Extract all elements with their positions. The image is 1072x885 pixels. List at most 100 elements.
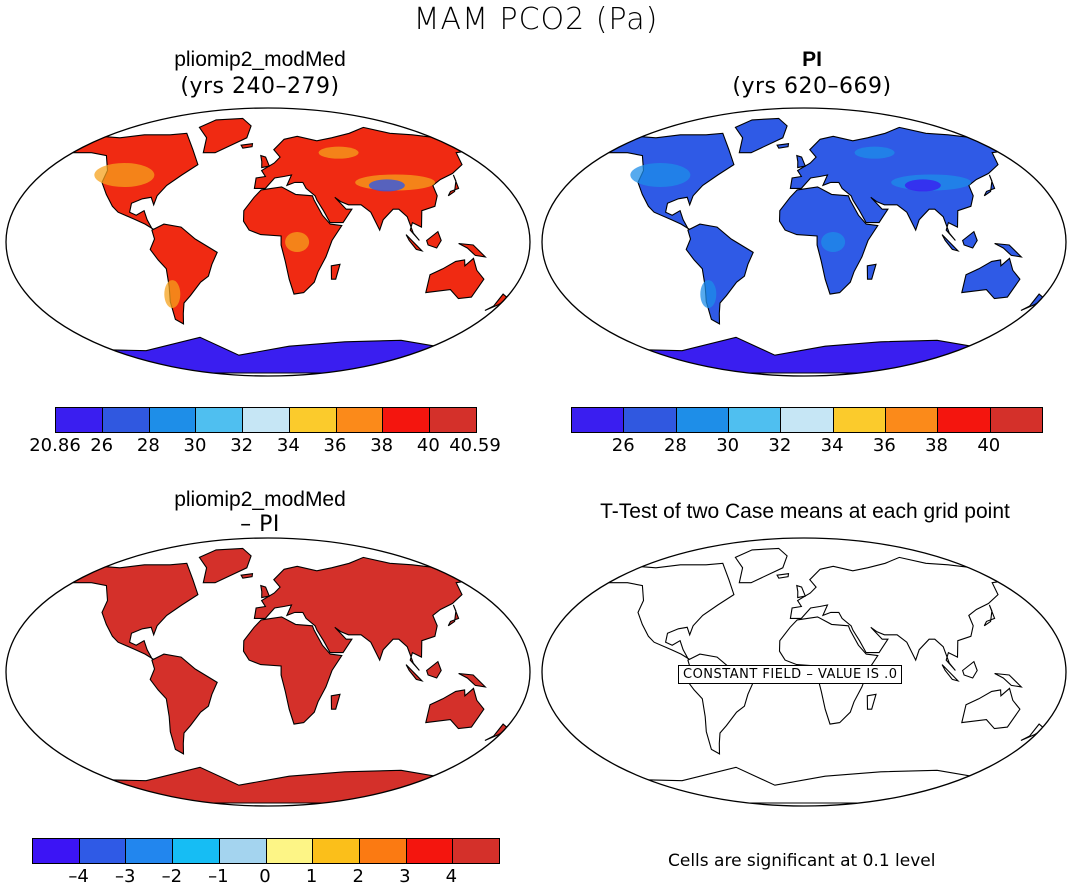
landmass-australia bbox=[425, 257, 485, 300]
landmass-iceland bbox=[776, 573, 790, 579]
colorbar-swatch bbox=[33, 839, 80, 863]
colorbar-swatch bbox=[219, 839, 267, 863]
colorbar-swatch bbox=[313, 839, 360, 863]
colorbar-tick-label: 32 bbox=[768, 435, 792, 456]
colorbar-tick-label: 36 bbox=[323, 435, 347, 456]
colorbar-tick-label: 34 bbox=[820, 435, 844, 456]
field-shading bbox=[700, 280, 717, 309]
colorbar-tick-label: 2 bbox=[352, 866, 364, 885]
landmass-sumatra bbox=[941, 664, 960, 682]
colorbar-swatch bbox=[266, 839, 314, 863]
landmass-uk bbox=[796, 584, 807, 599]
colorbar-tick-label: 0 bbox=[259, 866, 271, 885]
landmass-australia bbox=[961, 687, 1021, 730]
colorbar-tick-label: 40.59 bbox=[449, 435, 501, 456]
landmass-south-america bbox=[149, 653, 218, 755]
landmass-north-america bbox=[72, 562, 199, 661]
landmass-new-guinea bbox=[994, 242, 1023, 258]
map-border bbox=[541, 107, 1067, 377]
colorbar-tick-label: 40 bbox=[977, 435, 1001, 456]
landmass-antarctica bbox=[618, 766, 992, 804]
constant-field-message: CONSTANT FIELD – VALUE IS .0 bbox=[678, 665, 903, 684]
landmass-sumatra bbox=[405, 234, 424, 252]
panel-title-top-left: pliomip2_modMed bbox=[174, 48, 346, 71]
landmass-greenland bbox=[734, 117, 788, 154]
colorbar-tick-label: 26 bbox=[90, 435, 114, 456]
panel-subtitle-bottom-left: – PI bbox=[240, 512, 280, 537]
landmass-greenland bbox=[734, 547, 788, 584]
colorbar-swatch bbox=[126, 839, 174, 863]
colorbar-tick-label: 4 bbox=[445, 866, 458, 885]
colorbar-swatch bbox=[359, 839, 407, 863]
colorbar-swatch bbox=[383, 408, 431, 432]
landmass-new-guinea bbox=[994, 672, 1023, 688]
landmass-sumatra bbox=[405, 664, 424, 682]
landmass-antarctica bbox=[82, 336, 456, 374]
colorbar-swatch bbox=[430, 408, 477, 432]
landmass-borneo bbox=[961, 660, 978, 679]
landmass-north-america bbox=[608, 562, 735, 661]
colorbar-swatch bbox=[56, 408, 103, 432]
landmass-antarctica bbox=[82, 766, 456, 804]
colorbar-swatch bbox=[676, 408, 729, 432]
colorbar-swatch bbox=[990, 408, 1042, 432]
field-shading bbox=[630, 163, 691, 187]
colorbar-swatch bbox=[149, 408, 197, 432]
colorbar-swatch bbox=[833, 408, 886, 432]
field-shading bbox=[368, 179, 405, 192]
panel-title-bottom-left: pliomip2_modMed bbox=[174, 488, 346, 511]
landmass-eurasia bbox=[789, 556, 1014, 671]
colorbar-swatch bbox=[938, 408, 991, 432]
colorbar-tick-label: 32 bbox=[230, 435, 254, 456]
colorbar-tick-label: 28 bbox=[136, 435, 160, 456]
landmass-new-guinea bbox=[458, 672, 487, 688]
landmass-south-america bbox=[685, 223, 754, 325]
colorbar-swatch bbox=[336, 408, 384, 432]
landmass-japan bbox=[447, 604, 460, 627]
colorbar-tick-label: –3 bbox=[114, 866, 136, 885]
landmass-japan bbox=[447, 174, 460, 197]
colorbar-swatch bbox=[79, 839, 127, 863]
colorbar-swatch bbox=[624, 408, 677, 432]
colorbar-swatch bbox=[453, 839, 500, 863]
field-shading bbox=[318, 146, 359, 159]
field-shading bbox=[821, 232, 846, 252]
panel-title-bottom-right: T-Test of two Case means at each grid po… bbox=[600, 500, 1010, 523]
colorbar-tick-label: 40 bbox=[416, 435, 440, 456]
panel-subtitle-top-right: (yrs 620–669) bbox=[732, 74, 892, 99]
landmass-greenland bbox=[198, 547, 252, 584]
colorbar-tick-label: 28 bbox=[663, 435, 687, 456]
colorbar-tick-label: 36 bbox=[872, 435, 896, 456]
panel-subtitle-top-left: (yrs 240–279) bbox=[180, 74, 340, 99]
colorbar-top-left bbox=[55, 407, 477, 433]
colorbar-swatch bbox=[196, 408, 244, 432]
map-border bbox=[5, 107, 531, 377]
landmass-madagascar bbox=[330, 693, 341, 710]
landmass-japan bbox=[983, 604, 996, 627]
colorbar-tick-label: –2 bbox=[161, 866, 183, 885]
landmass-south-america bbox=[149, 223, 218, 325]
colorbar-swatch bbox=[289, 408, 337, 432]
field-shading bbox=[854, 146, 895, 159]
colorbar-tick-label: 30 bbox=[716, 435, 740, 456]
colorbar-tick-label: –1 bbox=[208, 866, 229, 885]
colorbar-tick-label: 26 bbox=[611, 435, 635, 456]
landmass-iceland bbox=[240, 573, 254, 579]
field-shading bbox=[164, 280, 181, 309]
main-title: MAM PCO2 (Pa) bbox=[413, 2, 659, 37]
colorbar-swatch bbox=[781, 408, 834, 432]
colorbar-swatch bbox=[173, 839, 220, 863]
landmass-australia bbox=[961, 257, 1021, 300]
colorbar-swatch bbox=[885, 408, 939, 432]
landmass-uk bbox=[260, 154, 271, 169]
map-panel-bottom-left bbox=[5, 537, 531, 807]
landmass-madagascar bbox=[866, 693, 877, 710]
landmass-madagascar bbox=[330, 263, 341, 280]
landmass-greenland bbox=[198, 117, 252, 154]
significance-note: Cells are significant at 0.1 level bbox=[668, 851, 936, 871]
landmass-borneo bbox=[961, 230, 978, 249]
map-border bbox=[5, 537, 531, 807]
colorbar-top-right bbox=[571, 407, 1043, 433]
panel-title-top-right: PI bbox=[802, 48, 822, 71]
